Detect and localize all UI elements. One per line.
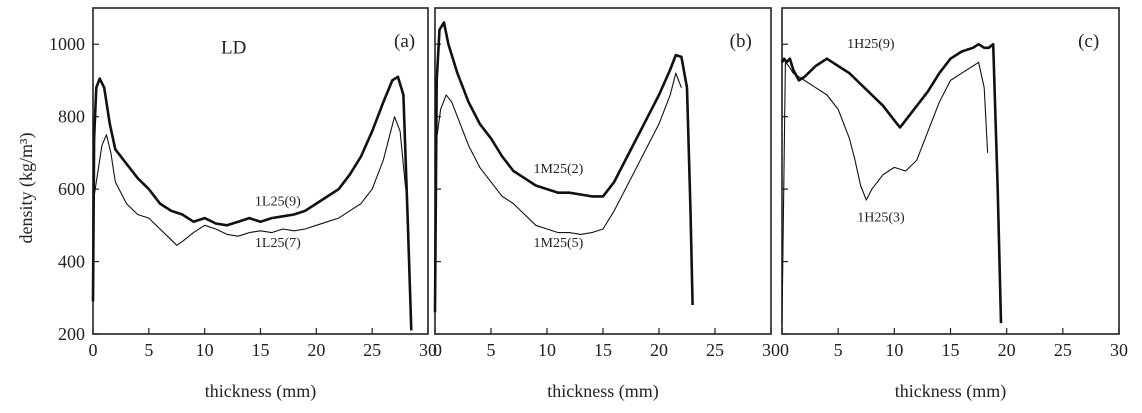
panel-b-x-axis-title: thickness (mm) — [547, 381, 658, 402]
panel-a-letter: (a) — [394, 31, 415, 52]
panel-b-x-tick-label: 0 — [433, 340, 442, 360]
panel-c-x-tick-label: 30 — [1110, 340, 1128, 360]
panel-a-x-tick-label: 5 — [144, 340, 153, 360]
panel-a-y-tick-label: 200 — [58, 324, 85, 344]
panel-a-y-tick-label: 1000 — [49, 34, 85, 54]
panel-a-frame — [92, 7, 429, 335]
panel-a-x-tick-label: 0 — [89, 340, 98, 360]
panel-c-x-tick-label: 25 — [1054, 340, 1072, 360]
panel-a-x-tick-label: 25 — [363, 340, 381, 360]
panel-b-series-label: 1M25(2) — [534, 162, 584, 177]
panel-b-x-tick-label: 15 — [594, 340, 612, 360]
panel-c-x-tick-label: 0 — [780, 340, 789, 360]
panel-c-series-thin-line — [781, 61, 989, 324]
panel-a-y-tick-label: 600 — [58, 179, 85, 199]
panel-b-series-thin-line — [436, 72, 682, 235]
panel-c-x-tick-label: 5 — [834, 340, 843, 360]
panel-a-x-tick-label: 10 — [196, 340, 214, 360]
panel-c-series-bold-line — [780, 42, 1003, 324]
panel-a-y-tick-label: 800 — [58, 107, 85, 127]
panel-a-series-label: 1L25(7) — [255, 236, 301, 251]
panel-a-annotation: LD — [221, 38, 246, 59]
panel-c-series-label: 1H25(9) — [847, 37, 895, 52]
panel-c-x-tick-label: 10 — [885, 340, 903, 360]
panel-c-frame — [781, 7, 1120, 335]
panel-a-series-label: 1L25(9) — [255, 194, 301, 209]
panel-b-letter: (b) — [730, 31, 752, 52]
panel-b-x-tick-label: 10 — [538, 340, 556, 360]
panel-b-x-tick-label: 30 — [762, 340, 780, 360]
panel-a-series-thin-line — [92, 116, 407, 246]
panel-a-series-bold-line — [91, 75, 413, 331]
panel-c-series-label: 1H25(3) — [857, 211, 905, 226]
panel-a-y-tick-label: 400 — [58, 252, 85, 272]
panel-b-x-tick-label: 20 — [650, 340, 668, 360]
panel-b-x-tick-label: 25 — [706, 340, 724, 360]
panel-c-x-axis-title: thickness (mm) — [895, 381, 1006, 402]
panel-b-series-label: 1M25(5) — [534, 236, 584, 251]
panel-a-x-axis-title: thickness (mm) — [205, 381, 316, 402]
y-axis-title: density (kg/m³) — [16, 133, 37, 244]
panel-b-x-tick-label: 5 — [487, 340, 496, 360]
panel-c-x-tick-label: 15 — [942, 340, 960, 360]
panel-a-x-tick-label: 30 — [419, 340, 437, 360]
panel-c-x-tick-label: 20 — [998, 340, 1016, 360]
panel-a-x-tick-label: 20 — [307, 340, 325, 360]
panel-a-x-tick-label: 15 — [252, 340, 270, 360]
panel-b-series-bold-line — [433, 21, 694, 313]
panel-c-letter: (c) — [1078, 31, 1099, 52]
panel-b-frame — [434, 7, 772, 335]
